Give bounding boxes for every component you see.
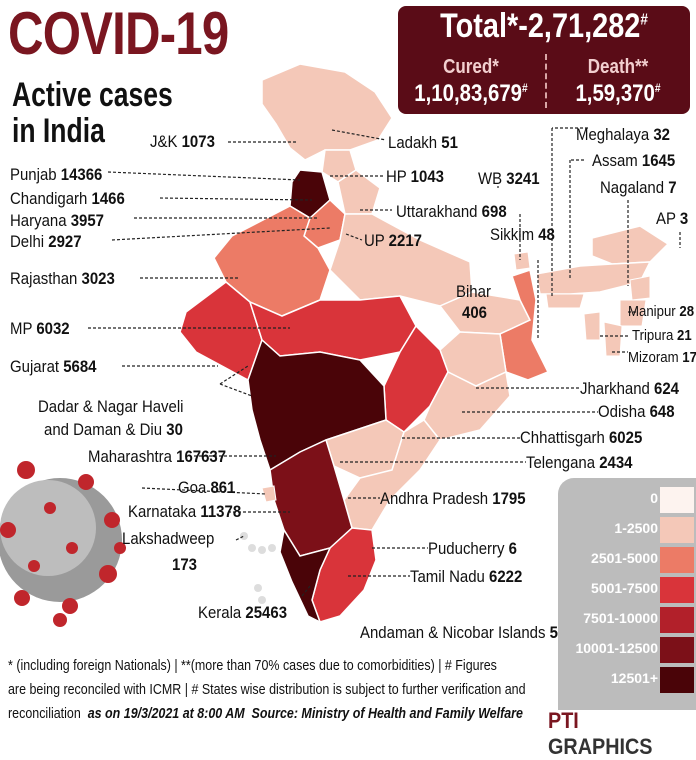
footnote-line1: * (including foreign Nationals) | **(mor… <box>8 658 497 674</box>
state-label-jk: J&K 1073 <box>150 132 215 151</box>
state-label-lakshadweep: Lakshadweep <box>122 529 215 548</box>
region-jk-ladakh <box>261 63 393 161</box>
page-title: COVID-19 <box>8 0 229 67</box>
subtitle-line2: in India <box>12 112 105 150</box>
state-label-tripura: Tripura 21 <box>632 327 692 344</box>
pti-graphics-logo: PTI GRAPHICS <box>548 708 653 759</box>
state-label-uttarakhand: Uttarakhand 698 <box>396 202 507 221</box>
region-nagaland <box>629 275 651 301</box>
legend-item: 0 <box>570 486 696 513</box>
state-label-jharkhand: Jharkhand 624 <box>580 379 679 398</box>
legend-item: 12501+ <box>570 666 696 693</box>
region-wb <box>499 269 550 381</box>
state-label-kerala: Kerala 25463 <box>198 603 288 622</box>
subtitle-line1: Active cases <box>12 76 173 114</box>
state-label-tamilnadu: Tamil Nadu 6222 <box>410 567 523 586</box>
region-uttarakhand <box>337 169 381 215</box>
state-label-gujarat: Gujarat 5684 <box>10 357 97 376</box>
region-rajasthan <box>213 205 331 317</box>
state-value-bihar: 406 <box>462 303 487 322</box>
totals-divider <box>545 54 547 108</box>
cured-label: Cured* <box>443 56 499 78</box>
cured-value: 1,10,83,679# <box>414 80 528 107</box>
region-ap-arunachal <box>591 225 670 265</box>
state-label-mizoram: Mizoram 17 <box>628 349 696 366</box>
footnote-line3: reconciliation as on 19/3/2021 at 8:00 A… <box>8 706 523 722</box>
state-label-meghalaya: Meghalaya 32 <box>576 125 671 144</box>
legend-item: 10001-12500 <box>570 636 696 663</box>
legend-item: 2501-5000 <box>570 546 696 573</box>
state-label-ap: AP 3 <box>656 209 689 228</box>
region-goa <box>261 485 277 503</box>
state-label-wb: WB 3241 <box>478 169 540 188</box>
death-value: 1,59,370# <box>575 80 661 107</box>
state-label-delhi: Delhi 2927 <box>10 232 82 251</box>
coronavirus-illustration <box>0 461 126 627</box>
state-label-andaman: Andaman & Nicobar Islands 5 <box>360 623 558 642</box>
region-andhra <box>343 419 441 531</box>
region-meghalaya <box>545 293 585 309</box>
region-mizoram <box>603 321 623 357</box>
lakshadweep-islands <box>240 532 276 604</box>
region-sikkim <box>513 251 531 271</box>
state-label-maharashtra: Maharashtra 167637 <box>88 447 227 466</box>
india-map <box>0 63 681 627</box>
footnote-line2: are being reconciled with ICMR | # State… <box>8 682 526 698</box>
legend-item: 5001-7500 <box>570 576 696 603</box>
state-label-manipur: Manipur 28 <box>628 303 695 320</box>
legend-item: 1-2500 <box>570 516 696 543</box>
state-label-odisha: Odisha 648 <box>598 402 675 421</box>
state-label-goa: Goa 861 <box>178 478 236 497</box>
state-label-punjab: Punjab 14366 <box>10 165 103 184</box>
state-label-karnataka: Karnataka 11378 <box>128 502 242 521</box>
region-manipur <box>619 299 647 327</box>
state-label-chhattisgarh: Chhattisgarh 6025 <box>520 428 643 447</box>
state-label-telengana: Telengana 2434 <box>526 453 633 472</box>
state-label-chandigarh: Chandigarh 1466 <box>10 189 125 208</box>
state-label-dnh-line1: Dadar & Nagar Haveli <box>38 397 184 416</box>
state-label-rajasthan: Rajasthan 3023 <box>10 269 115 288</box>
state-label-up: UP 2217 <box>364 231 422 250</box>
region-kerala <box>279 527 332 624</box>
region-up <box>329 213 473 307</box>
region-tripura <box>583 311 601 341</box>
state-label-hp: HP 1043 <box>386 167 444 186</box>
state-label-nagaland: Nagaland 7 <box>600 178 677 197</box>
state-label-mp: MP 6032 <box>10 319 70 338</box>
state-label-bihar: Bihar <box>456 282 491 301</box>
state-label-andhra: Andhra Pradesh 1795 <box>380 489 526 508</box>
state-value-lakshadweep: 173 <box>172 555 197 574</box>
state-label-ladakh: Ladakh 51 <box>388 133 458 152</box>
total-cases: Total*-2,71,282# <box>440 7 648 45</box>
death-label: Death** <box>587 56 649 78</box>
state-label-puducherry: Puducherry 6 <box>428 539 518 558</box>
state-label-sikkim: Sikkim 48 <box>490 225 555 244</box>
legend-item: 7501-10000 <box>570 606 696 633</box>
region-odisha <box>423 370 511 441</box>
totals-panel <box>398 6 690 114</box>
state-label-haryana: Haryana 3957 <box>10 211 105 230</box>
state-label-assam: Assam 1645 <box>592 151 676 170</box>
state-label-dnh-line2: and Daman & Diu 30 <box>44 420 183 439</box>
